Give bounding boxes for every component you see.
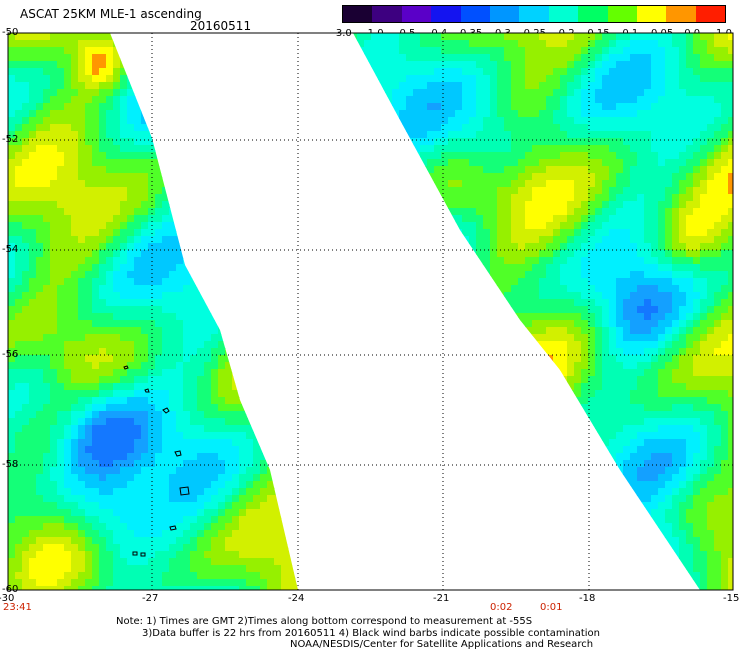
time-label-mid: 0:02 — [490, 602, 513, 613]
lon-label: -21 — [433, 593, 450, 604]
colorbar-swatch — [578, 6, 608, 22]
colorbar-swatch — [401, 6, 432, 22]
note-line-2: 3)Data buffer is 22 hrs from 20160511 4)… — [142, 628, 600, 639]
lon-label: -24 — [288, 593, 305, 604]
lat-label: -60 — [2, 584, 19, 595]
colorbar-swatch — [372, 6, 402, 22]
colorbar-swatch — [548, 6, 579, 22]
colorbar-swatch — [666, 6, 696, 22]
time-label-start: 23:41 — [3, 602, 32, 613]
colorbar-swatch — [343, 6, 373, 22]
lat-label: -50 — [2, 27, 19, 38]
colorbar — [342, 5, 726, 23]
lon-label: -18 — [579, 593, 596, 604]
lon-label: -30 — [0, 593, 15, 604]
colorbar-swatch — [695, 6, 726, 22]
note-line-3: NOAA/NESDIS/Center for Satellite Applica… — [290, 639, 594, 650]
time-label-end: 0:01 — [540, 602, 563, 613]
map-frame — [7, 32, 734, 591]
colorbar-swatch — [607, 6, 637, 22]
lon-label: -15 — [723, 593, 740, 604]
map-date: 20160511 — [190, 19, 252, 33]
lat-label: -52 — [2, 134, 19, 145]
lat-label: -54 — [2, 244, 19, 255]
left-swath-data — [8, 33, 298, 590]
colorbar-swatch — [519, 6, 549, 22]
lat-label: -56 — [2, 349, 19, 360]
colorbar-swatch — [636, 6, 667, 22]
colorbar-swatch — [431, 6, 461, 22]
contamination-markers — [123, 365, 190, 557]
map-title: ASCAT 25KM MLE-1 ascending — [20, 7, 202, 21]
colorbar-swatch — [460, 6, 490, 22]
colorbar-swatch — [489, 6, 520, 22]
lat-lon-grid — [8, 33, 733, 590]
lat-label: -58 — [2, 459, 19, 470]
right-swath-data — [353, 33, 733, 590]
lon-label: -27 — [142, 593, 159, 604]
note-line-1: Note: 1) Times are GMT 2)Times along bot… — [116, 616, 533, 627]
